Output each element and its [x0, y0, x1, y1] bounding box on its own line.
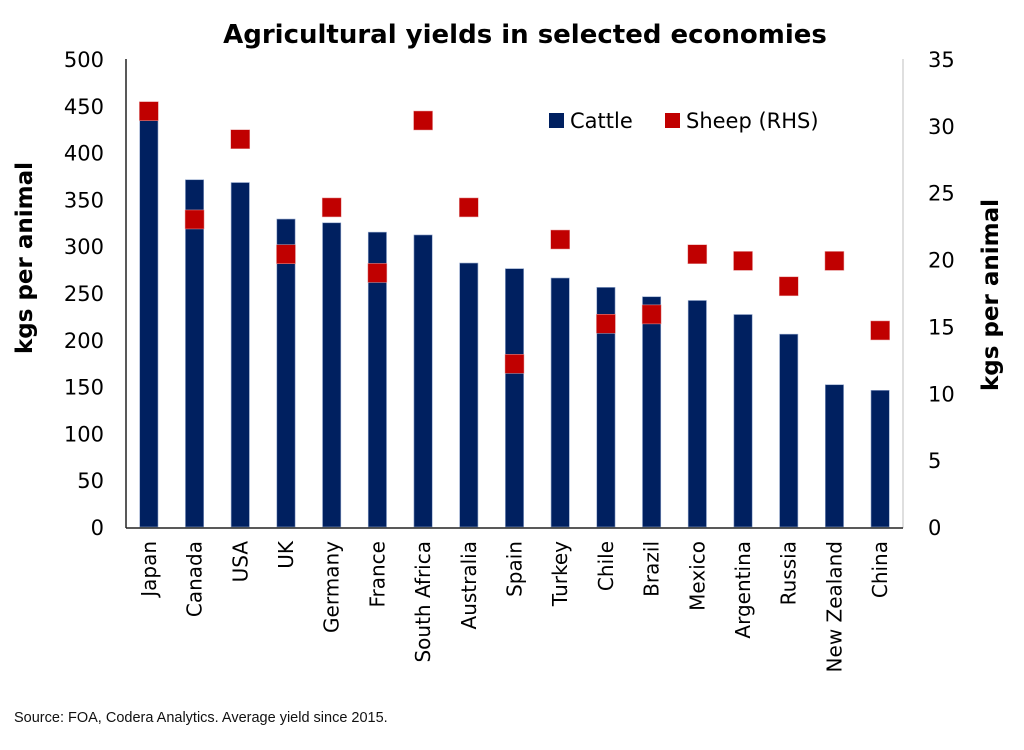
- x-tick-label: New Zealand: [822, 541, 846, 672]
- marker-sheep-chile: [596, 314, 616, 334]
- x-tick-label: Australia: [457, 541, 481, 629]
- marker-sheep-japan: [139, 101, 159, 121]
- legend-label-sheep: Sheep (RHS): [686, 109, 819, 133]
- x-tick-label: Canada: [183, 541, 207, 617]
- left-y-tick-label: 400: [64, 142, 104, 166]
- bar-cattle-russia: [779, 333, 799, 528]
- left-y-tick-label: 0: [91, 516, 104, 540]
- chart-title: Agricultural yields in selected economie…: [223, 20, 827, 50]
- marker-sheep-new-zealand: [824, 251, 845, 271]
- bar-cattle-usa: [230, 182, 250, 528]
- left-y-tick-label: 250: [64, 282, 104, 306]
- right-y-tick-label: 35: [928, 48, 955, 72]
- right-y-axis-ticks: 0 5 10 15 20 25 30 35: [928, 48, 955, 540]
- marker-sheep-germany: [321, 197, 342, 218]
- bar-cattle-uk: [276, 218, 296, 528]
- marker-sheep-france: [367, 263, 388, 283]
- x-tick-label: China: [868, 541, 892, 598]
- right-y-tick-label: 10: [928, 382, 955, 406]
- bar-cattle-mexico: [687, 300, 707, 528]
- left-y-axis-ticks: 0 50 100 150 200 250 300 350 400 450 500: [64, 48, 104, 540]
- left-y-tick-label: 50: [77, 469, 104, 493]
- marker-sheep-canada: [184, 209, 205, 230]
- legend-swatch-cattle: [549, 113, 564, 128]
- x-tick-label: Japan: [137, 541, 161, 599]
- left-y-tick-label: 500: [64, 48, 104, 72]
- left-y-tick-label: 150: [64, 376, 104, 400]
- marker-sheep-australia: [459, 197, 479, 218]
- left-y-axis-title: kgs per animal: [12, 162, 38, 354]
- bar-cattle-japan: [139, 119, 159, 528]
- legend-swatch-sheep: [665, 113, 680, 128]
- x-tick-label: Russia: [777, 541, 801, 605]
- marker-sheep-russia: [778, 276, 799, 297]
- x-tick-label: Brazil: [640, 541, 664, 597]
- x-tick-label: Germany: [320, 541, 344, 633]
- marker-sheep-uk: [276, 244, 296, 264]
- bar-cattle-turkey: [550, 277, 570, 528]
- bar-cattle-china: [870, 390, 890, 528]
- x-tick-label: Turkey: [548, 541, 572, 607]
- source-note: Source: FOA, Codera Analytics. Average y…: [14, 710, 388, 726]
- marker-sheep-argentina: [733, 251, 753, 271]
- marker-sheep-usa: [230, 129, 251, 149]
- bar-cattle-germany: [322, 222, 342, 528]
- bar-cattle-south-africa: [413, 234, 433, 528]
- bar-cattle-spain: [505, 268, 524, 528]
- x-tick-label: Mexico: [685, 541, 709, 611]
- bar-cattle-new-zealand: [824, 384, 844, 528]
- x-tick-label: USA: [228, 541, 252, 583]
- right-y-tick-label: 30: [928, 115, 955, 139]
- x-tick-label: Spain: [503, 541, 527, 597]
- right-y-tick-label: 20: [928, 249, 955, 273]
- bar-cattle-brazil: [642, 296, 662, 528]
- bar-cattle-france: [367, 231, 387, 528]
- right-y-axis-title: kgs per animal: [978, 199, 1004, 391]
- x-tick-label: France: [365, 541, 389, 608]
- marker-sheep-spain: [504, 354, 525, 374]
- left-y-tick-label: 300: [64, 235, 104, 259]
- x-tick-label: UK: [274, 540, 298, 569]
- x-tick-label: Chile: [594, 541, 618, 591]
- left-y-tick-label: 350: [64, 188, 104, 212]
- x-tick-label: Argentina: [731, 541, 755, 639]
- right-y-tick-label: 0: [928, 516, 941, 540]
- bar-cattle-argentina: [733, 314, 753, 528]
- marker-sheep-south-africa: [413, 110, 433, 131]
- right-y-tick-label: 15: [928, 315, 955, 339]
- left-y-tick-label: 100: [64, 422, 104, 446]
- bar-cattle-australia: [459, 262, 479, 528]
- x-tick-label: South Africa: [411, 541, 435, 663]
- marker-sheep-china: [870, 320, 890, 341]
- legend-label-cattle: Cattle: [570, 109, 633, 133]
- bar-cattle-chile: [596, 287, 616, 528]
- right-y-tick-label: 25: [928, 182, 955, 206]
- marker-sheep-brazil: [641, 304, 662, 325]
- left-y-tick-label: 450: [64, 95, 104, 119]
- left-y-tick-label: 200: [64, 329, 104, 353]
- cattle-bars: [139, 119, 890, 528]
- sheep-markers: [139, 101, 890, 374]
- marker-sheep-mexico: [687, 244, 708, 264]
- legend: Cattle Sheep (RHS): [549, 109, 819, 133]
- marker-sheep-turkey: [550, 229, 570, 250]
- right-y-tick-label: 5: [928, 449, 941, 473]
- x-axis-category-labels: Japan Canada USA UK Germany France South Afric…: [137, 540, 892, 672]
- bar-cattle-canada: [185, 179, 205, 528]
